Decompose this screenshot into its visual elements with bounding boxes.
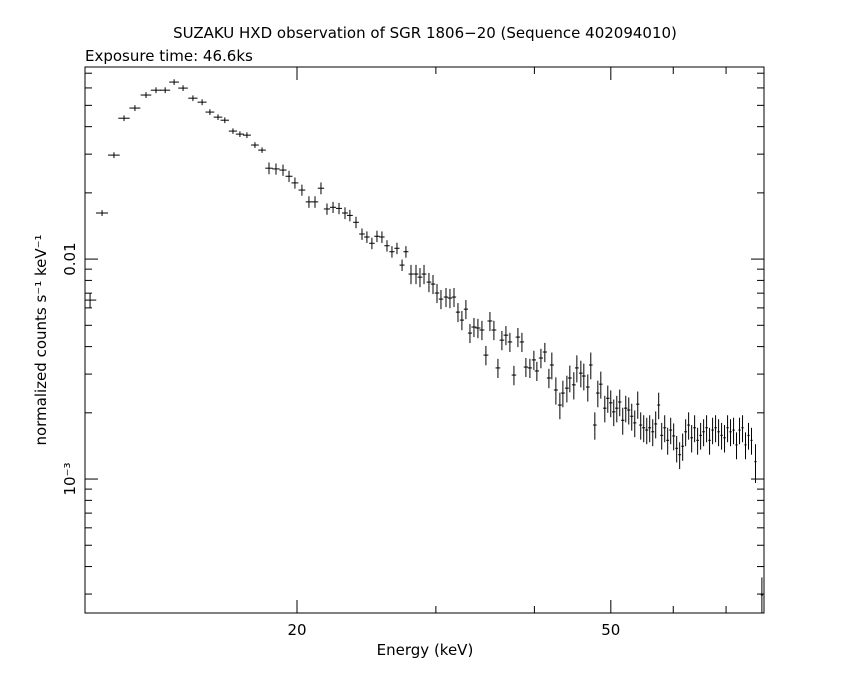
x-axis-title: Energy (keV) bbox=[377, 641, 474, 659]
x-tick-label: 20 bbox=[287, 621, 306, 639]
chart-subtitle: Exposure time: 46.6ks bbox=[85, 47, 253, 65]
chart-title: SUZAKU HXD observation of SGR 1806−20 (S… bbox=[173, 24, 677, 42]
y-tick-label: 10⁻³ bbox=[61, 463, 79, 496]
plot-frame bbox=[84, 66, 765, 614]
x-tick-label: 50 bbox=[601, 621, 620, 639]
y-axis-title: normalized counts s⁻¹ keV⁻¹ bbox=[32, 234, 50, 445]
y-tick-label: 0.01 bbox=[61, 242, 79, 275]
